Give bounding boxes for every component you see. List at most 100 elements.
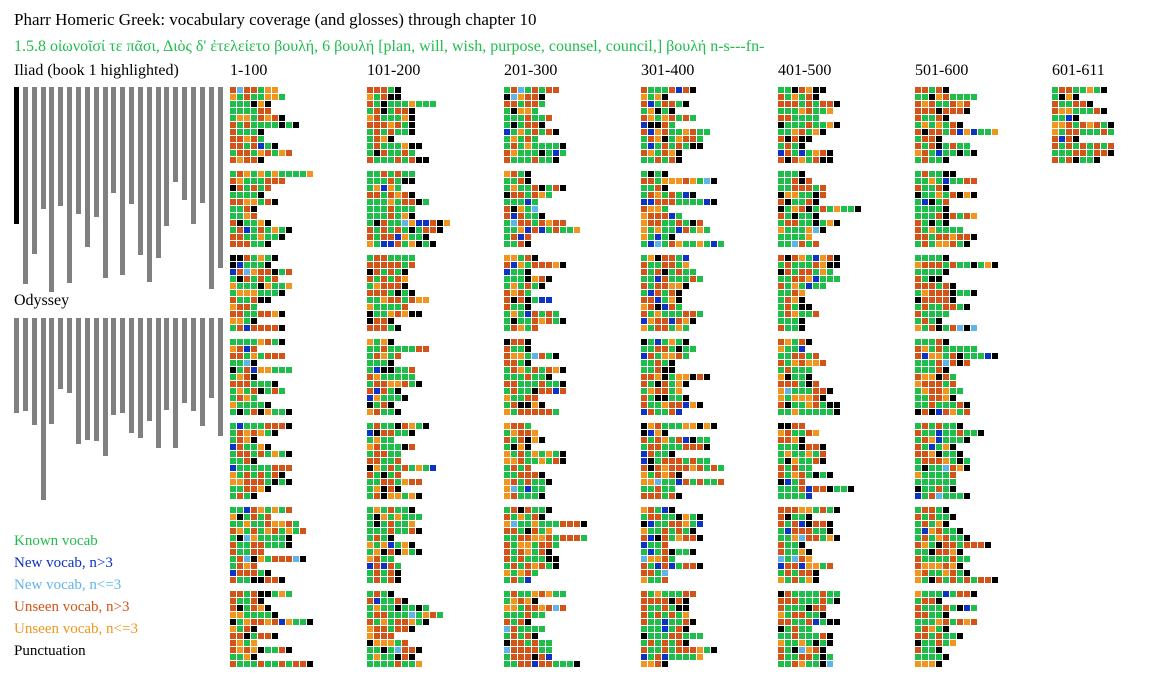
word-square[interactable] <box>430 227 436 233</box>
word-square[interactable] <box>922 647 928 653</box>
word-square[interactable] <box>237 241 243 247</box>
word-square[interactable] <box>683 269 689 275</box>
word-square[interactable] <box>655 192 661 198</box>
word-square[interactable] <box>718 465 724 471</box>
word-square[interactable] <box>504 640 510 646</box>
word-square[interactable] <box>820 157 826 163</box>
word-square[interactable] <box>388 150 394 156</box>
word-square[interactable] <box>929 458 935 464</box>
word-square[interactable] <box>655 206 661 212</box>
word-square[interactable] <box>936 136 942 142</box>
word-square[interactable] <box>251 325 257 331</box>
word-square[interactable] <box>641 493 647 499</box>
word-square[interactable] <box>230 367 236 373</box>
word-square[interactable] <box>922 661 928 667</box>
word-square[interactable] <box>272 311 278 317</box>
word-square[interactable] <box>402 290 408 296</box>
word-square[interactable] <box>244 437 250 443</box>
word-square[interactable] <box>778 234 784 240</box>
word-square[interactable] <box>676 647 682 653</box>
word-square[interactable] <box>230 171 236 177</box>
word-square[interactable] <box>388 542 394 548</box>
word-square[interactable] <box>662 227 668 233</box>
word-square[interactable] <box>676 402 682 408</box>
word-square[interactable] <box>662 451 668 457</box>
word-square[interactable] <box>244 507 250 513</box>
word-square[interactable] <box>690 619 696 625</box>
word-square[interactable] <box>1059 108 1065 114</box>
word-square[interactable] <box>936 276 942 282</box>
word-square[interactable] <box>778 374 784 380</box>
word-square[interactable] <box>669 381 675 387</box>
word-square[interactable] <box>683 143 689 149</box>
word-square[interactable] <box>648 521 654 527</box>
word-square[interactable] <box>915 479 921 485</box>
word-square[interactable] <box>539 192 545 198</box>
word-square[interactable] <box>388 563 394 569</box>
word-square[interactable] <box>971 605 977 611</box>
word-square[interactable] <box>251 577 257 583</box>
word-square[interactable] <box>943 94 949 100</box>
word-square[interactable] <box>915 108 921 114</box>
word-square[interactable] <box>251 94 257 100</box>
word-square[interactable] <box>388 605 394 611</box>
word-square[interactable] <box>950 171 956 177</box>
word-square[interactable] <box>504 430 510 436</box>
word-square[interactable] <box>936 514 942 520</box>
word-square[interactable] <box>690 192 696 198</box>
word-square[interactable] <box>374 458 380 464</box>
word-square[interactable] <box>546 458 552 464</box>
word-square[interactable] <box>504 157 510 163</box>
word-square[interactable] <box>518 241 524 247</box>
word-square[interactable] <box>518 486 524 492</box>
word-square[interactable] <box>697 423 703 429</box>
word-square[interactable] <box>525 143 531 149</box>
word-square[interactable] <box>437 612 443 618</box>
word-square[interactable] <box>381 241 387 247</box>
word-square[interactable] <box>964 304 970 310</box>
word-square[interactable] <box>648 626 654 632</box>
word-square[interactable] <box>367 220 373 226</box>
word-square[interactable] <box>778 122 784 128</box>
word-square[interactable] <box>518 451 524 457</box>
word-square[interactable] <box>402 598 408 604</box>
word-square[interactable] <box>792 458 798 464</box>
word-square[interactable] <box>957 409 963 415</box>
word-square[interactable] <box>915 297 921 303</box>
word-square[interactable] <box>950 493 956 499</box>
word-square[interactable] <box>374 227 380 233</box>
word-square[interactable] <box>648 395 654 401</box>
word-square[interactable] <box>504 661 510 667</box>
word-square[interactable] <box>669 535 675 541</box>
word-square[interactable] <box>655 640 661 646</box>
word-square[interactable] <box>648 115 654 121</box>
word-square[interactable] <box>929 283 935 289</box>
word-square[interactable] <box>683 423 689 429</box>
word-square[interactable] <box>258 647 264 653</box>
word-square[interactable] <box>409 479 415 485</box>
word-square[interactable] <box>546 150 552 156</box>
word-square[interactable] <box>272 143 278 149</box>
word-square[interactable] <box>518 402 524 408</box>
word-square[interactable] <box>978 353 984 359</box>
word-square[interactable] <box>943 402 949 408</box>
word-square[interactable] <box>936 619 942 625</box>
word-square[interactable] <box>929 514 935 520</box>
word-square[interactable] <box>964 192 970 198</box>
word-square[interactable] <box>676 178 682 184</box>
word-square[interactable] <box>806 577 812 583</box>
word-square[interactable] <box>511 472 517 478</box>
word-square[interactable] <box>504 122 510 128</box>
word-square[interactable] <box>792 115 798 121</box>
word-square[interactable] <box>936 150 942 156</box>
word-square[interactable] <box>518 213 524 219</box>
word-square[interactable] <box>553 87 559 93</box>
word-square[interactable] <box>813 458 819 464</box>
word-square[interactable] <box>279 290 285 296</box>
word-square[interactable] <box>792 185 798 191</box>
word-square[interactable] <box>950 262 956 268</box>
word-square[interactable] <box>929 472 935 478</box>
word-square[interactable] <box>258 381 264 387</box>
word-square[interactable] <box>704 423 710 429</box>
word-square[interactable] <box>943 542 949 548</box>
